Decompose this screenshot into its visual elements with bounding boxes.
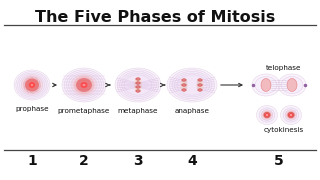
Ellipse shape xyxy=(182,84,186,86)
Ellipse shape xyxy=(281,105,301,125)
Ellipse shape xyxy=(172,71,212,99)
Ellipse shape xyxy=(122,73,154,97)
Ellipse shape xyxy=(198,89,202,91)
Ellipse shape xyxy=(255,76,277,93)
Ellipse shape xyxy=(136,82,140,84)
Ellipse shape xyxy=(174,73,210,97)
Ellipse shape xyxy=(290,114,292,116)
Ellipse shape xyxy=(281,76,303,93)
Text: prophase: prophase xyxy=(15,106,49,112)
Ellipse shape xyxy=(136,78,140,80)
Ellipse shape xyxy=(252,74,280,96)
Text: telophase: telophase xyxy=(266,65,302,71)
Ellipse shape xyxy=(21,75,43,95)
Ellipse shape xyxy=(80,82,88,88)
Ellipse shape xyxy=(170,70,214,100)
Ellipse shape xyxy=(14,70,50,100)
Ellipse shape xyxy=(136,86,140,88)
Ellipse shape xyxy=(124,75,152,95)
Ellipse shape xyxy=(177,75,207,95)
Ellipse shape xyxy=(265,113,269,117)
Ellipse shape xyxy=(182,89,186,91)
Ellipse shape xyxy=(263,111,271,119)
Ellipse shape xyxy=(167,68,217,102)
Ellipse shape xyxy=(29,82,35,88)
Text: The Five Phases of Mitosis: The Five Phases of Mitosis xyxy=(35,10,275,25)
Ellipse shape xyxy=(259,108,275,122)
Ellipse shape xyxy=(198,79,202,81)
Ellipse shape xyxy=(285,110,297,120)
Ellipse shape xyxy=(261,110,273,120)
Text: anaphase: anaphase xyxy=(174,108,210,114)
Text: 3: 3 xyxy=(133,154,143,168)
Ellipse shape xyxy=(120,71,156,99)
Ellipse shape xyxy=(266,114,268,116)
Ellipse shape xyxy=(68,73,100,97)
Ellipse shape xyxy=(287,111,295,119)
Ellipse shape xyxy=(134,78,142,92)
Ellipse shape xyxy=(20,75,44,96)
Ellipse shape xyxy=(21,76,43,94)
Ellipse shape xyxy=(25,78,39,91)
Ellipse shape xyxy=(71,75,97,95)
Ellipse shape xyxy=(115,68,161,102)
Ellipse shape xyxy=(83,84,85,86)
Ellipse shape xyxy=(71,74,97,96)
Ellipse shape xyxy=(18,73,46,97)
Ellipse shape xyxy=(196,79,204,91)
Ellipse shape xyxy=(261,110,273,120)
Ellipse shape xyxy=(76,78,92,92)
Ellipse shape xyxy=(257,105,277,125)
Text: 2: 2 xyxy=(79,154,89,168)
Ellipse shape xyxy=(16,71,48,98)
Ellipse shape xyxy=(67,71,102,99)
Ellipse shape xyxy=(289,113,293,117)
Ellipse shape xyxy=(180,79,188,91)
Ellipse shape xyxy=(283,108,299,122)
Ellipse shape xyxy=(285,110,297,120)
Ellipse shape xyxy=(261,78,271,91)
Text: prometaphase: prometaphase xyxy=(58,108,110,114)
Ellipse shape xyxy=(31,84,33,86)
Text: 4: 4 xyxy=(187,154,197,168)
Ellipse shape xyxy=(182,79,186,81)
Ellipse shape xyxy=(288,112,294,118)
Ellipse shape xyxy=(23,76,41,93)
Ellipse shape xyxy=(136,90,140,92)
Ellipse shape xyxy=(64,70,104,100)
Ellipse shape xyxy=(278,74,306,96)
Text: cytokinesis: cytokinesis xyxy=(264,127,304,133)
Ellipse shape xyxy=(198,84,202,86)
Text: 1: 1 xyxy=(27,154,37,168)
Text: metaphase: metaphase xyxy=(118,108,158,114)
Ellipse shape xyxy=(62,68,106,102)
Ellipse shape xyxy=(287,78,297,91)
Ellipse shape xyxy=(117,70,159,100)
Ellipse shape xyxy=(264,112,270,118)
Ellipse shape xyxy=(74,76,94,94)
Text: 5: 5 xyxy=(274,154,284,168)
